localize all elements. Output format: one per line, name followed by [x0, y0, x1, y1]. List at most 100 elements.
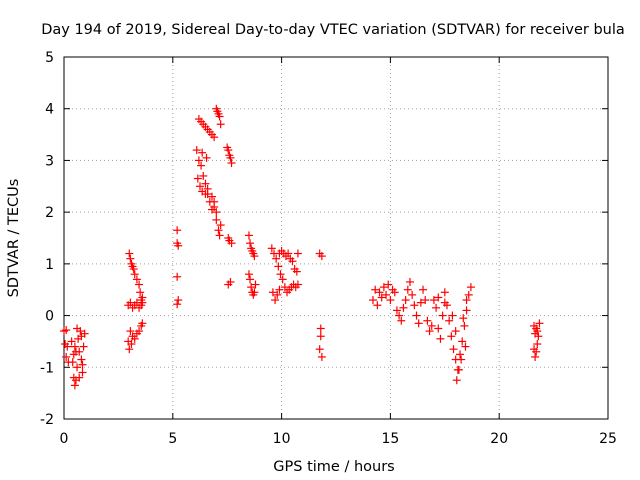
y-tick-label: -1 [40, 360, 54, 376]
data-point [408, 290, 417, 299]
data-point [284, 249, 293, 258]
y-tick-label: -2 [40, 412, 54, 428]
data-point [69, 350, 78, 359]
data-point [244, 270, 253, 279]
data-point [447, 332, 456, 341]
data-point [193, 174, 202, 183]
data-point [273, 290, 282, 299]
data-point [386, 296, 395, 305]
x-tick-label: 5 [168, 431, 177, 447]
data-point [464, 290, 473, 299]
data-point [535, 319, 544, 328]
data-point [459, 314, 468, 323]
x-tick-label: 0 [60, 431, 69, 447]
data-point [432, 303, 441, 312]
data-point [174, 241, 183, 250]
data-point [132, 275, 141, 284]
data-point [197, 161, 206, 170]
data-point [192, 146, 201, 155]
data-point [272, 254, 281, 263]
data-point [451, 327, 460, 336]
data-point [126, 254, 135, 263]
data-point [412, 311, 421, 320]
data-point [138, 319, 147, 328]
data-point [460, 321, 469, 330]
data-point [212, 215, 221, 224]
data-point [67, 337, 76, 346]
data-point [247, 283, 256, 292]
y-tick-label: 4 [45, 102, 54, 118]
y-tick-label: 1 [45, 257, 54, 273]
data-point [215, 231, 224, 240]
data-point [210, 133, 219, 142]
data-point [203, 184, 212, 193]
data-point [60, 327, 68, 336]
data-point [216, 120, 225, 129]
data-point [448, 311, 457, 320]
data-point [379, 283, 388, 292]
data-point [423, 316, 432, 325]
data-point [68, 358, 77, 367]
data-point [436, 334, 445, 343]
data-point [425, 327, 434, 336]
data-point [382, 290, 391, 299]
data-point [70, 381, 79, 390]
data-point [71, 376, 80, 385]
data-point [292, 267, 301, 276]
data-point [434, 293, 443, 302]
data-point [196, 182, 204, 191]
data-point [129, 265, 138, 274]
data-point [173, 272, 182, 281]
data-point [458, 337, 467, 346]
data-point [268, 288, 277, 297]
data-point [531, 352, 540, 361]
data-point [210, 202, 219, 211]
data-point [414, 319, 423, 328]
x-tick-label: 15 [381, 431, 399, 447]
data-point [77, 332, 86, 341]
data-point [533, 327, 542, 336]
data-point [271, 296, 280, 305]
data-point [136, 288, 145, 297]
data-point [135, 280, 144, 289]
data-point [390, 288, 399, 297]
data-point [79, 342, 88, 351]
data-point [201, 190, 210, 199]
chart-title: Day 194 of 2019, Sidereal Day-to-day VTE… [41, 22, 625, 38]
data-point [416, 298, 425, 307]
data-point [126, 327, 135, 336]
data-point [194, 156, 203, 165]
data-point [395, 311, 404, 320]
x-tick-label: 25 [599, 431, 617, 447]
data-point [368, 296, 377, 305]
data-point [293, 280, 302, 289]
data-point [401, 296, 410, 305]
y-tick-label: 0 [45, 309, 54, 325]
data-point [173, 226, 182, 235]
data-point [534, 332, 543, 341]
y-tick-label: 2 [45, 205, 54, 221]
data-point [317, 352, 326, 361]
data-point [276, 270, 285, 279]
data-point [293, 249, 302, 258]
data-point [130, 334, 139, 343]
data-point [214, 226, 223, 235]
data-point [421, 296, 430, 305]
data-point [267, 244, 276, 253]
data-point [373, 301, 382, 310]
data-point [62, 326, 71, 335]
data-point [212, 208, 221, 217]
data-point [207, 192, 216, 201]
data-point [452, 376, 461, 385]
data-point [198, 148, 207, 157]
data-point [456, 350, 465, 359]
data-point [244, 231, 253, 240]
data-point [250, 252, 259, 261]
data-point [461, 342, 470, 351]
grid-lines [64, 57, 608, 419]
data-point [371, 285, 380, 294]
data-point [375, 288, 384, 297]
data-point [399, 303, 408, 312]
data-point [138, 293, 147, 302]
data-point [533, 340, 542, 349]
